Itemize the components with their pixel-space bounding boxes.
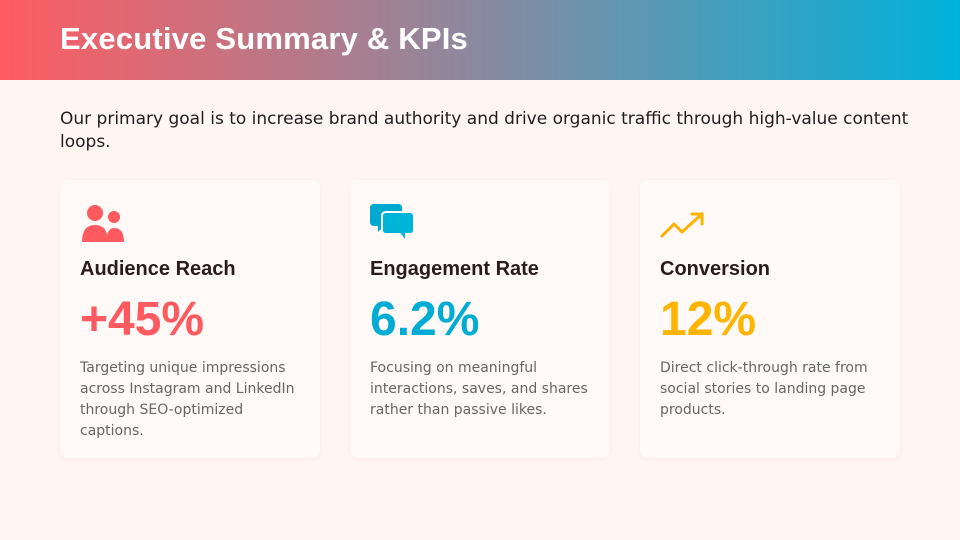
card-description: Targeting unique impressions across Inst… xyxy=(80,360,295,439)
card-value: 12% xyxy=(660,293,757,346)
card-description: Focusing on meaningful interactions, sav… xyxy=(370,360,588,418)
trend-icon xyxy=(660,212,704,238)
header: Executive Summary & KPIs xyxy=(0,0,960,80)
card-value: +45% xyxy=(80,293,205,346)
card-value: 6.2% xyxy=(370,293,480,346)
card-title: Conversion xyxy=(660,258,771,280)
kpi-card: Engagement Rate 6.2% Focusing on meaning… xyxy=(350,180,610,458)
card-description: Direct click-through rate from social st… xyxy=(660,360,868,418)
users-icon xyxy=(82,205,124,242)
title: Executive Summary & KPIs xyxy=(60,21,468,56)
card-title: Engagement Rate xyxy=(370,258,539,280)
card-title: Audience Reach xyxy=(80,258,236,280)
comments-icon xyxy=(370,204,415,244)
intro: Our primary goal is to increase brand au… xyxy=(60,109,909,152)
kpi-card: Audience Reach +45% Targeting unique imp… xyxy=(60,180,320,458)
kpi-card: Conversion 12% Direct click-through rate… xyxy=(640,180,900,458)
